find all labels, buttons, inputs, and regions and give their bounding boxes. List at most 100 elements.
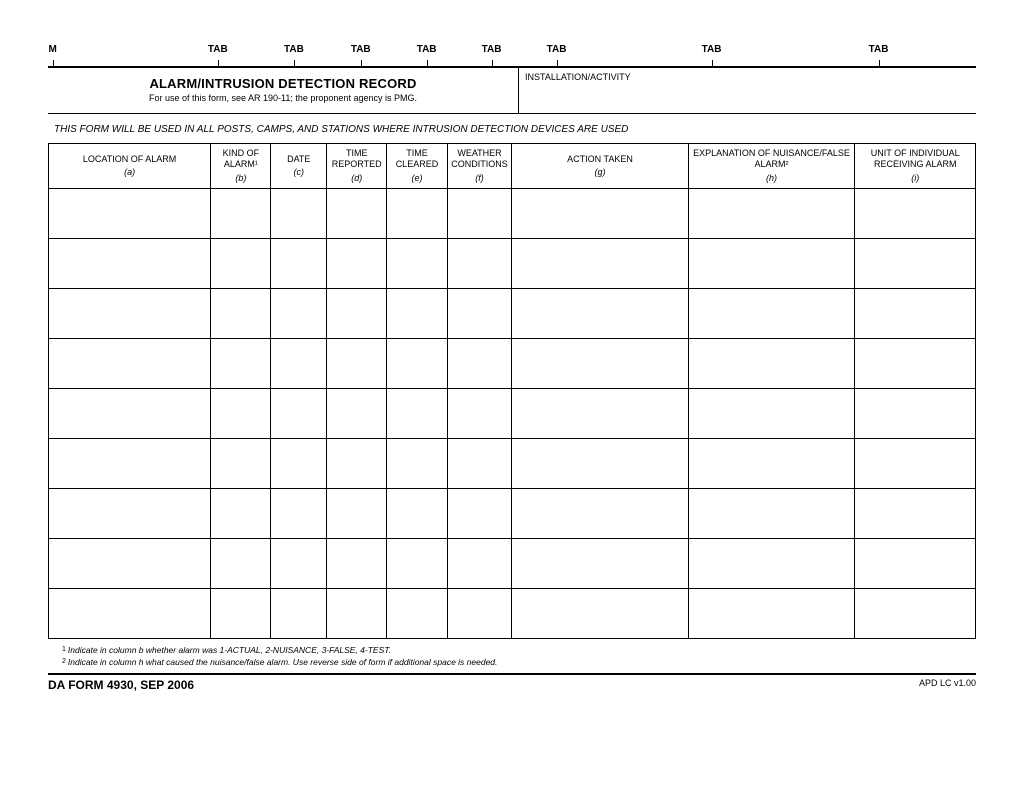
tab-tick: [492, 60, 493, 66]
table-cell[interactable]: [211, 338, 271, 388]
table-cell[interactable]: [211, 538, 271, 588]
table-cell[interactable]: [271, 288, 327, 338]
table-cell[interactable]: [327, 288, 387, 338]
installation-label: INSTALLATION/ACTIVITY: [525, 72, 631, 82]
table-body: [49, 188, 976, 638]
table-cell[interactable]: [327, 188, 387, 238]
table-cell[interactable]: [49, 188, 211, 238]
table-cell[interactable]: [447, 488, 512, 538]
table-cell[interactable]: [211, 288, 271, 338]
table-cell[interactable]: [327, 338, 387, 388]
table-cell[interactable]: [512, 538, 688, 588]
table-cell[interactable]: [49, 538, 211, 588]
table-cell[interactable]: [327, 538, 387, 588]
table-cell[interactable]: [855, 188, 976, 238]
table-cell[interactable]: [211, 588, 271, 638]
column-letter: (c): [273, 167, 324, 178]
table-cell[interactable]: [447, 338, 512, 388]
table-row: [49, 188, 976, 238]
table-cell[interactable]: [327, 588, 387, 638]
table-cell[interactable]: [688, 488, 855, 538]
table-cell[interactable]: [447, 438, 512, 488]
table-cell[interactable]: [49, 488, 211, 538]
table-cell[interactable]: [387, 238, 447, 288]
form-id: DA FORM 4930, SEP 2006: [48, 678, 194, 692]
table-cell[interactable]: [211, 488, 271, 538]
tab-label: TAB: [351, 44, 371, 55]
table-cell[interactable]: [211, 238, 271, 288]
table-cell[interactable]: [49, 338, 211, 388]
tab-label: M: [48, 44, 56, 55]
table-cell[interactable]: [855, 538, 976, 588]
table-cell[interactable]: [688, 538, 855, 588]
table-cell[interactable]: [49, 238, 211, 288]
table-cell[interactable]: [688, 338, 855, 388]
table-cell[interactable]: [512, 438, 688, 488]
table-cell[interactable]: [271, 238, 327, 288]
table-cell[interactable]: [327, 488, 387, 538]
table-cell[interactable]: [271, 188, 327, 238]
table-cell[interactable]: [512, 338, 688, 388]
table-cell[interactable]: [855, 388, 976, 438]
table-cell[interactable]: [447, 588, 512, 638]
table-cell[interactable]: [211, 388, 271, 438]
table-cell[interactable]: [271, 488, 327, 538]
column-letter: (h): [691, 173, 853, 184]
tab-tick: [53, 60, 54, 66]
table-cell[interactable]: [49, 588, 211, 638]
table-cell[interactable]: [387, 288, 447, 338]
column-header: UNIT OF INDIVIDUAL RECEIVING ALARM(i): [855, 144, 976, 189]
table-cell[interactable]: [855, 288, 976, 338]
table-cell[interactable]: [447, 188, 512, 238]
table-cell[interactable]: [387, 188, 447, 238]
table-cell[interactable]: [387, 438, 447, 488]
table-cell[interactable]: [327, 238, 387, 288]
table-cell[interactable]: [512, 288, 688, 338]
installation-activity-field[interactable]: INSTALLATION/ACTIVITY: [518, 68, 976, 113]
table-cell[interactable]: [447, 538, 512, 588]
table-cell[interactable]: [855, 438, 976, 488]
table-cell[interactable]: [855, 588, 976, 638]
table-cell[interactable]: [387, 588, 447, 638]
table-cell[interactable]: [271, 588, 327, 638]
table-cell[interactable]: [688, 438, 855, 488]
table-cell[interactable]: [855, 238, 976, 288]
table-cell[interactable]: [447, 288, 512, 338]
table-cell[interactable]: [447, 238, 512, 288]
bottom-bar: DA FORM 4930, SEP 2006 APD LC v1.00: [48, 673, 976, 692]
table-cell[interactable]: [327, 388, 387, 438]
table-cell[interactable]: [387, 388, 447, 438]
table-cell[interactable]: [688, 288, 855, 338]
table-cell[interactable]: [387, 488, 447, 538]
table-cell[interactable]: [271, 338, 327, 388]
table-cell[interactable]: [387, 338, 447, 388]
table-cell[interactable]: [271, 538, 327, 588]
table-cell[interactable]: [688, 588, 855, 638]
table-cell[interactable]: [688, 188, 855, 238]
table-cell[interactable]: [855, 488, 976, 538]
table-cell[interactable]: [512, 188, 688, 238]
column-label: UNIT OF INDIVIDUAL RECEIVING ALARM: [871, 148, 960, 169]
table-cell[interactable]: [447, 388, 512, 438]
tab-label: TAB: [869, 44, 889, 55]
table-cell[interactable]: [271, 388, 327, 438]
column-header: LOCATION OF ALARM(a): [49, 144, 211, 189]
table-cell[interactable]: [49, 288, 211, 338]
table-row: [49, 588, 976, 638]
tab-tick: [879, 60, 880, 66]
table-cell[interactable]: [688, 388, 855, 438]
table-cell[interactable]: [211, 438, 271, 488]
table-cell[interactable]: [512, 588, 688, 638]
table-cell[interactable]: [512, 388, 688, 438]
table-cell[interactable]: [271, 438, 327, 488]
table-cell[interactable]: [49, 388, 211, 438]
table-cell[interactable]: [512, 238, 688, 288]
table-cell[interactable]: [512, 488, 688, 538]
table-cell[interactable]: [327, 438, 387, 488]
table-cell[interactable]: [211, 188, 271, 238]
form-page: MTABTABTABTABTABTABTABTAB ALARM/INTRUSIO…: [0, 0, 1024, 712]
table-cell[interactable]: [688, 238, 855, 288]
table-cell[interactable]: [387, 538, 447, 588]
table-cell[interactable]: [49, 438, 211, 488]
table-cell[interactable]: [855, 338, 976, 388]
